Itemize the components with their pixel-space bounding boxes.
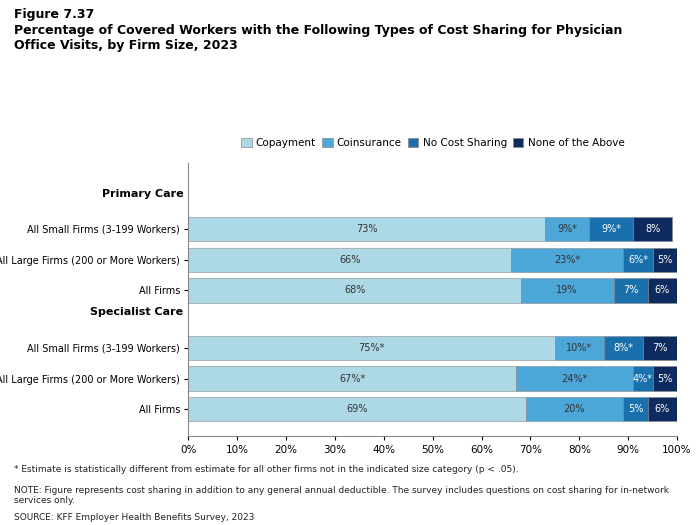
Text: 73%: 73% [356,224,378,234]
Text: Specialist Care: Specialist Care [91,308,184,318]
Text: Primary Care: Primary Care [102,188,184,198]
Text: 20%: 20% [564,404,585,414]
Bar [188,397,526,422]
Text: 8%*: 8%* [614,343,633,353]
Bar [188,247,511,272]
Bar [643,335,677,360]
Text: 6%: 6% [655,286,670,296]
Text: 23%*: 23%* [554,255,580,265]
Text: 7%: 7% [652,343,668,353]
Bar [653,366,677,391]
Text: 6%: 6% [655,404,670,414]
Bar [555,335,604,360]
Bar [526,397,623,422]
Bar [589,217,633,241]
Bar [188,217,545,241]
Text: 68%: 68% [344,286,365,296]
Bar [516,366,633,391]
Text: 6%*: 6%* [628,255,648,265]
Text: 7%: 7% [623,286,639,296]
Text: 19%: 19% [556,286,578,296]
Text: Percentage of Covered Workers with the Following Types of Cost Sharing for Physi: Percentage of Covered Workers with the F… [14,24,623,51]
Text: 9%*: 9%* [601,224,621,234]
Legend: Copayment, Coinsurance, No Cost Sharing, None of the Above: Copayment, Coinsurance, No Cost Sharing,… [237,134,628,152]
Bar [188,335,555,360]
Text: NOTE: Figure represents cost sharing in addition to any general annual deductibl: NOTE: Figure represents cost sharing in … [14,486,669,505]
Bar [623,397,648,422]
Bar [633,366,653,391]
Text: 69%: 69% [346,404,368,414]
Text: 24%*: 24%* [561,373,588,383]
Text: Figure 7.37: Figure 7.37 [14,8,94,21]
Bar [623,247,653,272]
Text: 10%*: 10%* [566,343,593,353]
Bar [545,217,589,241]
Bar [604,335,643,360]
Bar [648,397,677,422]
Bar [648,278,677,302]
Text: 5%: 5% [657,255,673,265]
Text: 66%: 66% [339,255,360,265]
Bar [188,278,521,302]
Text: 5%: 5% [628,404,644,414]
Text: 8%: 8% [645,224,660,234]
Bar [633,217,672,241]
Text: 75%*: 75%* [359,343,385,353]
Text: SOURCE: KFF Employer Health Benefits Survey, 2023: SOURCE: KFF Employer Health Benefits Sur… [14,513,254,522]
Text: 5%: 5% [657,373,673,383]
Text: 67%*: 67%* [339,373,365,383]
Text: 9%*: 9%* [557,224,577,234]
Bar [521,278,614,302]
Text: * Estimate is statistically different from estimate for all other firms not in t: * Estimate is statistically different fr… [14,465,519,474]
Text: 4%*: 4%* [633,373,653,383]
Bar [614,278,648,302]
Bar [511,247,623,272]
Bar [653,247,677,272]
Bar [188,366,516,391]
